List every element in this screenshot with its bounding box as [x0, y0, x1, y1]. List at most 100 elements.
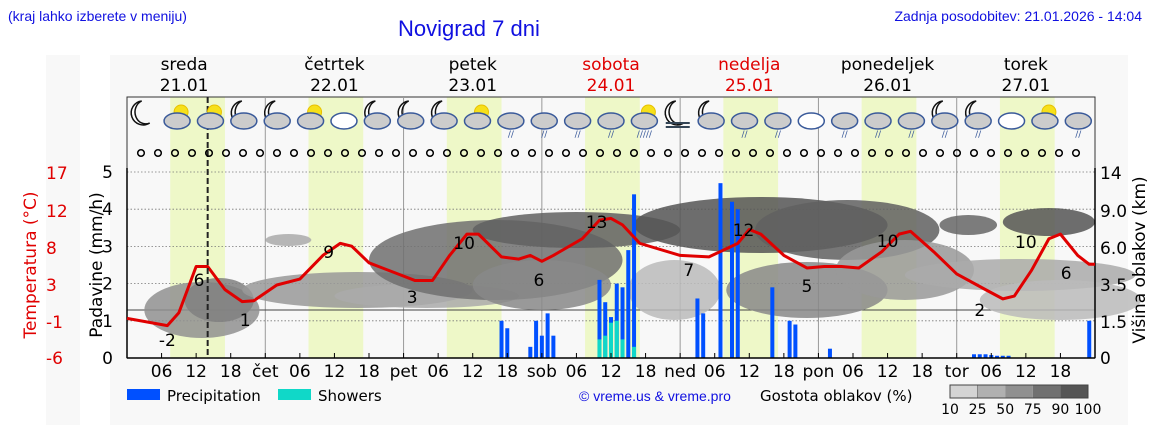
- temperature-tick: 12: [46, 202, 68, 222]
- precipitation-bar: [545, 313, 550, 358]
- cloud-light-rain-icon: //: [830, 112, 859, 140]
- wind-calm-icon: [425, 148, 435, 158]
- precipitation-bar: [735, 209, 740, 358]
- precip-axis-title: Padavine (mm/h): [87, 192, 107, 337]
- cloud-density-swatch: [949, 384, 979, 399]
- temperature-axis-title: Temperatura (°C): [21, 191, 41, 339]
- sun-cloud-icon: [1031, 104, 1059, 130]
- cloud-density-swatch: [1060, 385, 1088, 398]
- precipitation-bar: [787, 320, 792, 358]
- precipitation-bar: [505, 328, 510, 358]
- day-date-4: 25.01: [725, 76, 774, 96]
- wind-calm-icon: [374, 148, 384, 158]
- precipitation-bar: [972, 354, 976, 358]
- wind-calm-icon: [833, 148, 843, 158]
- wind-calm-icon: [170, 148, 180, 158]
- x-tick-label: 18: [496, 362, 518, 382]
- wind-calm-icon: [629, 148, 639, 158]
- wind-calm-icon: [697, 148, 707, 158]
- wind-calm-icon: [255, 148, 265, 158]
- precipitation-bar: [597, 279, 602, 358]
- precip-tick: 4: [102, 200, 113, 220]
- svg-text://: //: [575, 130, 582, 140]
- cloud-density-area: [628, 260, 721, 320]
- wind-calm-icon: [340, 148, 350, 158]
- sun-cloud-icon: [163, 104, 191, 130]
- moon-cloud-icon: [230, 100, 258, 130]
- wind-calm-icon: [748, 148, 758, 158]
- wind-calm-icon: [782, 148, 792, 158]
- temperature-label: 7: [683, 261, 694, 281]
- wind-calm-icon: [561, 148, 571, 158]
- moon-fog-icon: [664, 100, 690, 128]
- sun-cloud-icon: [463, 104, 492, 130]
- showers-bar: [632, 346, 637, 358]
- temperature-label: 2: [974, 301, 985, 321]
- wind-calm-icon: [918, 148, 928, 158]
- wind-calm-icon: [969, 148, 979, 158]
- cloud-density-tick: 10: [941, 402, 959, 418]
- page-title: Novigrad 7 dni: [398, 16, 540, 41]
- cloud-density-label: Gostota oblakov (%): [760, 387, 913, 405]
- wind-calm-icon: [493, 148, 503, 158]
- svg-text://: //: [741, 130, 748, 140]
- x-tick-label: sob: [527, 362, 557, 382]
- temperature-label: 5: [801, 277, 812, 297]
- precipitation-bar: [632, 194, 637, 358]
- sun-cloud-icon: [196, 104, 225, 130]
- precipitation-bar: [793, 324, 798, 358]
- location-hint: (kraj lahko izberete v meniju): [8, 8, 187, 24]
- precipitation-bar: [1087, 320, 1092, 358]
- svg-text://: //: [975, 130, 982, 140]
- cloud-light-rain-icon: //: [497, 112, 525, 140]
- temperature-axis-panel: [46, 55, 80, 425]
- cloud-icon: [330, 112, 358, 130]
- precipitation-bar: [539, 335, 544, 358]
- day-name-3: sobota: [582, 55, 640, 75]
- svg-text://: //: [842, 130, 849, 140]
- wind-calm-icon: [765, 148, 775, 158]
- precipitation-bar: [695, 298, 700, 358]
- temperature-tick: -1: [46, 313, 63, 333]
- copyright: © vreme.us & vreme.pro: [579, 388, 731, 404]
- cloud-density-swatch: [1005, 385, 1033, 398]
- temperature-label: 10: [453, 234, 475, 254]
- wind-calm-icon: [731, 148, 741, 158]
- wind-calm-icon: [799, 148, 809, 158]
- last-updated: Zadnja posodobitev: 21.01.2026 - 14:04: [894, 8, 1142, 24]
- moon-cloud-icon: [363, 100, 392, 130]
- wind-calm-icon: [884, 148, 894, 158]
- temperature-label: 6: [194, 271, 205, 291]
- day-name-0: sreda: [161, 55, 208, 75]
- wind-calm-icon: [510, 148, 520, 158]
- moon-cloud-rain-icon: //: [931, 100, 959, 140]
- x-tick-label: 12: [877, 362, 899, 382]
- cloud-light-rain-icon: //: [563, 112, 592, 140]
- temperature-tick: 8: [46, 239, 57, 259]
- day-date-3: 24.01: [587, 76, 636, 96]
- svg-text://: //: [508, 130, 515, 140]
- precipitation-bar: [730, 201, 734, 358]
- wind-calm-icon: [935, 148, 945, 158]
- wind-calm-icon: [867, 148, 877, 158]
- svg-text://///: /////: [637, 130, 653, 140]
- x-tick-label: 06: [289, 362, 311, 382]
- temperature-label: 1: [240, 311, 251, 331]
- wind-calm-icon: [612, 148, 622, 158]
- cloud-density-area: [939, 215, 998, 235]
- wind-calm-icon: [1020, 148, 1030, 158]
- day-date-1: 22.01: [310, 76, 359, 96]
- day-name-5: ponedeljek: [841, 55, 935, 75]
- temperature-tick: 3: [46, 276, 57, 296]
- sun-cloud-icon: [296, 104, 325, 130]
- temperature-label: 13: [586, 213, 608, 233]
- wind-calm-icon: [136, 148, 146, 158]
- cloud-height-axis-title: Višina oblakov (km): [1130, 176, 1150, 343]
- wind-calm-icon: [901, 148, 911, 158]
- day-name-4: nedelja: [718, 55, 780, 75]
- temperature-line: [126, 216, 1095, 328]
- temperature-label: 6: [534, 271, 545, 291]
- x-tick-label: 18: [358, 362, 380, 382]
- wind-calm-icon: [986, 148, 996, 158]
